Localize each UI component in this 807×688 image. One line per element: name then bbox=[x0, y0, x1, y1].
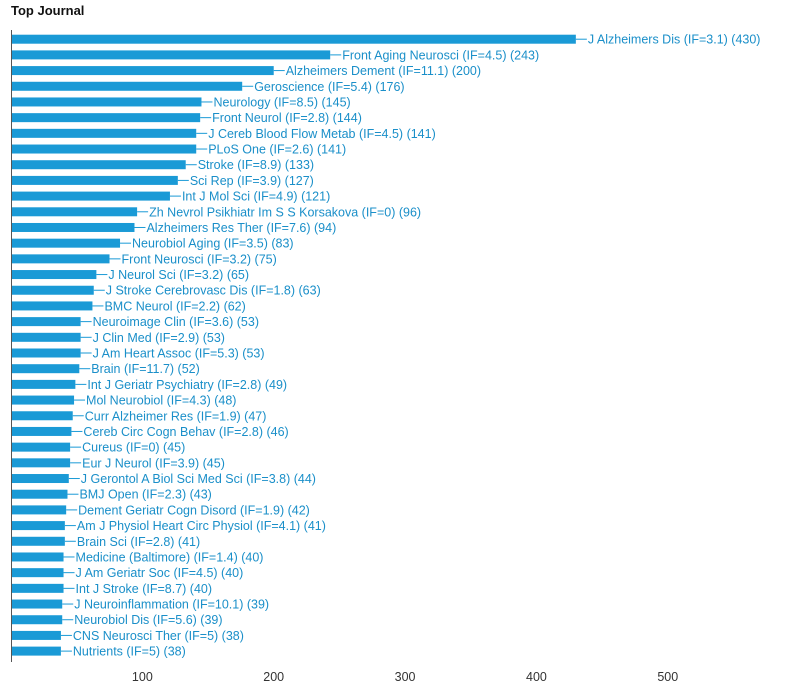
bar-label: J Neuroinflammation (IF=10.1) (39) bbox=[74, 598, 269, 612]
bar-label: Neuroimage Clin (IF=3.6) (53) bbox=[93, 315, 259, 329]
bar-label: J Cereb Blood Flow Metab (IF=4.5) (141) bbox=[208, 127, 436, 141]
bar-label: Int J Stroke (IF=8.7) (40) bbox=[76, 582, 213, 596]
bar[interactable] bbox=[12, 34, 576, 44]
bar-label: J Neurol Sci (IF=3.2) (65) bbox=[108, 268, 249, 282]
bar-label: Mol Neurobiol (IF=4.3) (48) bbox=[86, 394, 236, 408]
bar[interactable] bbox=[12, 332, 81, 342]
bar[interactable] bbox=[12, 144, 197, 154]
bar-label: J Am Heart Assoc (IF=5.3) (53) bbox=[93, 347, 265, 361]
bar-label: Geroscience (IF=5.4) (176) bbox=[254, 80, 404, 94]
bar-label: Neurobiol Aging (IF=3.5) (83) bbox=[132, 237, 294, 251]
bar-label: Nutrients (IF=5) (38) bbox=[73, 645, 186, 659]
x-tick-label: 100 bbox=[132, 670, 153, 684]
bar-label: Front Aging Neurosci (IF=4.5) (243) bbox=[342, 48, 539, 62]
x-tick-label: 300 bbox=[395, 670, 416, 684]
bar-label: Zh Nevrol Psikhiatr Im S S Korsakova (IF… bbox=[149, 205, 421, 219]
bar-label: J Clin Med (IF=2.9) (53) bbox=[93, 331, 225, 345]
bar-label: Alzheimers Res Ther (IF=7.6) (94) bbox=[146, 221, 336, 235]
x-tick-label: 400 bbox=[526, 670, 547, 684]
bar-label: J Am Geriatr Soc (IF=4.5) (40) bbox=[76, 566, 244, 580]
bar[interactable] bbox=[12, 395, 75, 405]
bar[interactable] bbox=[12, 379, 76, 389]
bar[interactable] bbox=[12, 160, 186, 170]
bar-label: Stroke (IF=8.9) (133) bbox=[198, 158, 314, 172]
bar[interactable] bbox=[12, 646, 61, 656]
bar-label: Medicine (Baltimore) (IF=1.4) (40) bbox=[76, 550, 264, 564]
bar[interactable] bbox=[12, 474, 69, 484]
bar-label: Cureus (IF=0) (45) bbox=[82, 441, 185, 455]
bar[interactable] bbox=[12, 458, 71, 468]
bar-label: Brain (IF=11.7) (52) bbox=[91, 362, 200, 376]
bar-label: Cereb Circ Cogn Behav (IF=2.8) (46) bbox=[83, 425, 288, 439]
bar-label: J Stroke Cerebrovasc Dis (IF=1.8) (63) bbox=[106, 284, 321, 298]
bar[interactable] bbox=[12, 301, 93, 311]
bar-label: Int J Mol Sci (IF=4.9) (121) bbox=[182, 190, 330, 204]
bar[interactable] bbox=[12, 364, 80, 374]
bar[interactable] bbox=[12, 426, 72, 436]
bar[interactable] bbox=[12, 254, 110, 264]
bar[interactable] bbox=[12, 207, 138, 217]
bar[interactable] bbox=[12, 630, 61, 640]
bar[interactable] bbox=[12, 113, 201, 123]
bar[interactable] bbox=[12, 348, 81, 358]
chart-title: Top Journal bbox=[11, 3, 85, 18]
bar-label: BMJ Open (IF=2.3) (43) bbox=[79, 488, 211, 502]
bar[interactable] bbox=[12, 285, 94, 295]
bar-label: J Gerontol A Biol Sci Med Sci (IF=3.8) (… bbox=[81, 472, 316, 486]
bar[interactable] bbox=[12, 411, 73, 421]
bar[interactable] bbox=[12, 505, 67, 515]
bar[interactable] bbox=[12, 128, 197, 138]
bar-label: Eur J Neurol (IF=3.9) (45) bbox=[82, 456, 225, 470]
bar[interactable] bbox=[12, 50, 331, 60]
bar[interactable] bbox=[12, 66, 274, 76]
bar-label: Brain Sci (IF=2.8) (41) bbox=[77, 535, 200, 549]
bar-label: J Alzheimers Dis (IF=3.1) (430) bbox=[588, 33, 761, 47]
bar-label: Neurobiol Dis (IF=5.6) (39) bbox=[74, 613, 222, 627]
bar[interactable] bbox=[12, 175, 178, 185]
bar-label: PLoS One (IF=2.6) (141) bbox=[208, 143, 346, 157]
bar-label: Front Neurol (IF=2.8) (144) bbox=[212, 111, 362, 125]
bar[interactable] bbox=[12, 238, 121, 248]
bar[interactable] bbox=[12, 583, 64, 593]
bar-label: BMC Neurol (IF=2.2) (62) bbox=[104, 299, 245, 313]
x-tick-label: 500 bbox=[657, 670, 678, 684]
bar[interactable] bbox=[12, 568, 64, 578]
bar[interactable] bbox=[12, 552, 64, 562]
bar[interactable] bbox=[12, 191, 170, 201]
bar[interactable] bbox=[12, 521, 65, 531]
bar[interactable] bbox=[12, 317, 81, 327]
bar-label: Am J Physiol Heart Circ Physiol (IF=4.1)… bbox=[77, 519, 326, 533]
bar[interactable] bbox=[12, 81, 243, 91]
bar-label: Curr Alzheimer Res (IF=1.9) (47) bbox=[85, 409, 267, 423]
bar-label: Dement Geriatr Cogn Disord (IF=1.9) (42) bbox=[78, 503, 310, 517]
bar-label: CNS Neurosci Ther (IF=5) (38) bbox=[73, 629, 244, 643]
bar[interactable] bbox=[12, 442, 71, 452]
bar[interactable] bbox=[12, 222, 135, 232]
bar[interactable] bbox=[12, 97, 202, 107]
x-tick-label: 200 bbox=[263, 670, 284, 684]
bar-label: Int J Geriatr Psychiatry (IF=2.8) (49) bbox=[87, 378, 287, 392]
bar-label: Sci Rep (IF=3.9) (127) bbox=[190, 174, 314, 188]
bar[interactable] bbox=[12, 270, 97, 280]
bar-label: Front Neurosci (IF=3.2) (75) bbox=[122, 252, 277, 266]
bar-label: Neurology (IF=8.5) (145) bbox=[213, 95, 350, 109]
bar[interactable] bbox=[12, 599, 63, 609]
bar-label: Alzheimers Dement (IF=11.1) (200) bbox=[286, 64, 481, 78]
bar[interactable] bbox=[12, 536, 65, 546]
bar[interactable] bbox=[12, 489, 68, 499]
bar[interactable] bbox=[12, 615, 63, 625]
